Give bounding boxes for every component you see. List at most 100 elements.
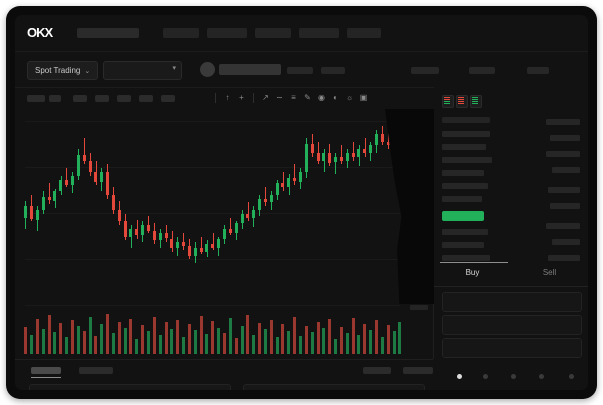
order-book-right-row	[550, 203, 580, 209]
ask-row[interactable]	[442, 196, 482, 202]
ask-row[interactable]	[442, 144, 486, 150]
cursor-icon[interactable]: ↑	[225, 93, 230, 102]
nav-item-2[interactable]	[207, 28, 247, 38]
magnet-icon[interactable]: ◉	[318, 93, 325, 102]
orders-tabs-bar	[15, 359, 433, 380]
volume-bar	[345, 333, 349, 354]
timeframe-button-5[interactable]	[117, 95, 131, 102]
volume-bar	[94, 335, 98, 354]
order-book-right-row	[546, 223, 580, 229]
fib-icon[interactable]: ≡	[291, 93, 296, 102]
okx-logo[interactable]: OKX	[27, 25, 53, 40]
timeframe-button-6[interactable]	[139, 95, 153, 102]
lock-icon[interactable]: ☼	[345, 93, 354, 102]
pagination-dot-1[interactable]	[457, 374, 462, 379]
pagination-dot-4[interactable]	[539, 374, 544, 379]
orderbook-asks-icon[interactable]	[470, 95, 482, 108]
candle-body	[65, 179, 69, 186]
wave-icon[interactable]: ∼	[276, 93, 283, 102]
volume-bar	[170, 328, 174, 354]
orderbook-bids-icon[interactable]	[456, 95, 468, 108]
trading-mode-dropdown[interactable]: Spot Trading ⌄	[27, 61, 99, 80]
volume-bar	[246, 314, 250, 354]
candle-body	[152, 230, 156, 241]
timeframe-button-7[interactable]	[161, 95, 175, 102]
volume-bar	[106, 314, 110, 354]
candle-body	[363, 149, 367, 153]
pagination-dot-2[interactable]	[483, 374, 488, 379]
trendline-icon[interactable]: ↗	[262, 93, 269, 102]
trash-icon[interactable]: ▣	[359, 93, 368, 102]
candle-body	[334, 156, 338, 163]
volume-bar	[322, 328, 326, 354]
price-chart[interactable]	[15, 109, 434, 359]
candle-body	[369, 145, 373, 153]
candle-body	[357, 149, 361, 157]
timeframe-button-2[interactable]	[49, 95, 61, 102]
order-amount-field[interactable]	[442, 315, 582, 335]
volume-bar	[386, 324, 390, 354]
volume-bar	[199, 315, 203, 354]
bid-row[interactable]	[442, 255, 490, 261]
ask-row[interactable]	[442, 183, 488, 189]
ask-row[interactable]	[442, 131, 490, 137]
timeframe-button-3[interactable]	[73, 95, 87, 102]
eye-icon[interactable]: ◐	[333, 93, 338, 102]
orderbook-all-icon[interactable]	[442, 95, 454, 108]
order-price-field[interactable]	[442, 292, 582, 312]
candle-body	[234, 223, 238, 233]
volume-bar	[269, 320, 273, 354]
order-book-right-row	[552, 167, 580, 173]
candle-wick	[200, 236, 202, 254]
candle-body	[111, 194, 115, 210]
nav-item-5[interactable]	[347, 28, 381, 38]
candle-body	[222, 229, 226, 239]
pair-select[interactable]: ▾	[103, 61, 182, 80]
candle-body	[345, 153, 349, 161]
tab-buy[interactable]: Buy	[465, 268, 480, 277]
tab-sell[interactable]: Sell	[542, 268, 557, 277]
timeframe-button-1[interactable]	[27, 95, 45, 102]
volume-bar	[30, 334, 34, 354]
candle-body	[275, 183, 279, 195]
tab-assets[interactable]	[403, 367, 433, 374]
candle-wick	[148, 215, 150, 233]
nav-search-field[interactable]	[77, 28, 139, 38]
volume-bar	[193, 330, 197, 354]
candle-body	[380, 134, 384, 142]
candle-body	[47, 196, 51, 201]
nav-item-1[interactable]	[163, 28, 199, 38]
volume-bar	[176, 319, 180, 354]
brush-icon[interactable]: ✎	[304, 93, 311, 102]
pagination-dot-5[interactable]	[569, 374, 574, 379]
nav-item-3[interactable]	[255, 28, 291, 38]
tab-trade-history[interactable]	[363, 367, 391, 374]
nav-item-4[interactable]	[299, 28, 339, 38]
volume-bar	[111, 333, 115, 354]
candle-body	[386, 141, 390, 146]
candle-body	[187, 246, 191, 256]
volume-bar	[41, 329, 45, 354]
volume-bar	[205, 334, 209, 354]
chart-gridline	[25, 305, 400, 306]
ask-row[interactable]	[442, 170, 484, 176]
tab-open-orders[interactable]	[31, 367, 61, 374]
tab-order-history[interactable]	[79, 367, 113, 374]
timeframe-button-4[interactable]	[95, 95, 109, 102]
volume-bar	[76, 325, 80, 354]
candle-wick	[294, 164, 296, 186]
bid-row[interactable]	[442, 242, 484, 248]
volume-bar	[316, 321, 320, 354]
order-book-right-row	[550, 135, 580, 141]
ask-row[interactable]	[442, 157, 492, 163]
bars-glyph	[472, 97, 478, 105]
candle-body	[70, 175, 74, 186]
volume-bar	[275, 337, 279, 354]
candle-body	[269, 194, 273, 203]
bid-row[interactable]	[442, 229, 488, 235]
order-total-field[interactable]	[442, 338, 582, 358]
crosshair-icon[interactable]: +	[239, 93, 244, 102]
volume-bar	[281, 324, 285, 354]
pagination-dot-3[interactable]	[511, 374, 516, 379]
